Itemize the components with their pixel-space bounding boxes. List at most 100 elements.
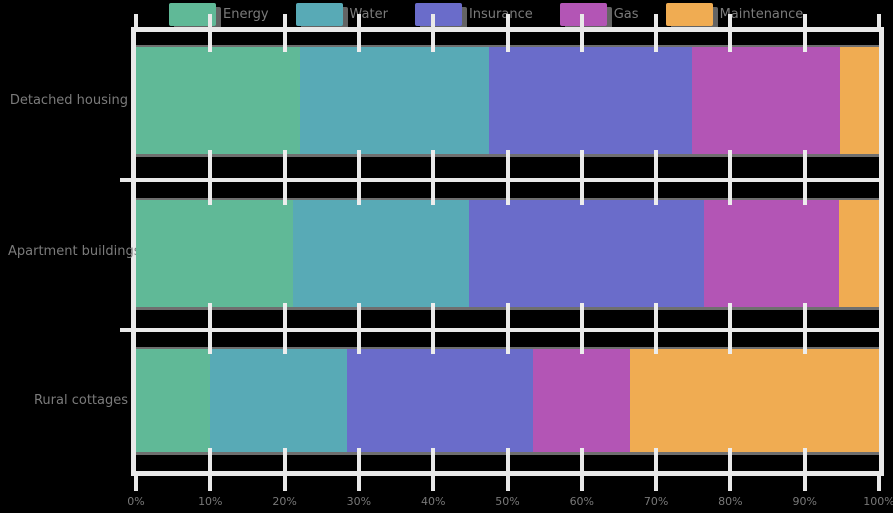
axis-tick (134, 14, 138, 27)
axis-tick (134, 476, 138, 491)
axis-tick (654, 150, 659, 157)
axis-tick (282, 347, 287, 354)
bar-segment-water (292, 200, 469, 307)
legend-item: Gas (559, 3, 639, 26)
bar-segment-maintenance (838, 200, 879, 307)
axis-tick (877, 476, 881, 491)
bar-segment-energy (136, 200, 293, 307)
axis-tick (802, 347, 807, 354)
legend-label: Insurance (468, 7, 533, 22)
axis-tick (282, 303, 287, 310)
axis-tick (728, 150, 733, 157)
axis-tick (120, 178, 131, 182)
axis-tick (579, 303, 584, 310)
bar-segment-gas (704, 200, 839, 307)
axis-tick (431, 347, 436, 354)
gridline (136, 328, 879, 332)
axis-tick (654, 14, 659, 27)
x-tick-label: 90% (792, 495, 817, 508)
axis-tick (208, 347, 213, 354)
axis-tick (728, 45, 733, 52)
axis-tick (654, 448, 659, 455)
axis-tick (728, 14, 733, 27)
axis-tick (654, 45, 659, 52)
axis-tick (431, 476, 436, 491)
x-tick-label: 60% (569, 495, 595, 508)
axis-tick (505, 150, 510, 157)
axis-tick (356, 198, 361, 205)
axis-tick (356, 303, 361, 310)
legend-swatch-maintenance (665, 3, 713, 26)
x-tick-label: 80% (718, 495, 743, 508)
axis-tick (356, 476, 361, 491)
axis-tick (505, 347, 510, 354)
axis-tick (728, 347, 733, 354)
axis-tick (654, 198, 659, 205)
axis-tick (728, 476, 733, 491)
bar-segment-energy (136, 47, 301, 154)
axis-tick (802, 303, 807, 310)
axis-tick (579, 476, 584, 491)
axis-tick (208, 198, 213, 205)
x-tick-label: 70% (643, 495, 669, 508)
axis-tick (802, 448, 807, 455)
bar-segment-maintenance (839, 47, 879, 154)
x-tick-label: 20% (272, 495, 297, 508)
y-axis-category-label: Apartment buildings (8, 244, 141, 259)
axis-tick (802, 476, 807, 491)
axis-tick (579, 14, 584, 27)
bar-segment-insurance (347, 349, 533, 452)
legend-item: Maintenance (665, 3, 803, 26)
axis-tick (356, 150, 361, 157)
x-tick-label: 0% (127, 495, 145, 508)
axis-tick (505, 198, 510, 205)
axis-tick (282, 448, 287, 455)
y-axis-category-label: Rural cottages (33, 393, 128, 408)
x-tick-label: 40% (420, 495, 446, 508)
legend-item: Water (295, 3, 388, 26)
legend-swatch-water (295, 3, 343, 26)
axis-tick (505, 476, 510, 491)
axis-tick (505, 45, 510, 52)
axis-tick (579, 198, 584, 205)
x-tick-label: 10% (198, 495, 223, 508)
plot-area (131, 27, 884, 476)
axis-tick (579, 347, 584, 354)
bar-row (136, 198, 879, 310)
axis-tick (208, 476, 213, 491)
axis-tick (877, 14, 881, 27)
axis-tick (431, 303, 436, 310)
legend-label: Gas (613, 7, 639, 22)
axis-tick (356, 45, 361, 52)
axis-tick (356, 347, 361, 354)
axis-tick (356, 14, 361, 27)
axis-tick (802, 14, 807, 27)
bar-row (136, 347, 879, 455)
axis-tick (431, 14, 436, 27)
bar-segment-gas (532, 349, 631, 452)
axis-tick (728, 303, 733, 310)
x-tick-label: 50% (495, 495, 520, 508)
axis-tick (654, 303, 659, 310)
bar-segment-insurance (488, 47, 693, 154)
legend-swatch-energy (169, 3, 216, 26)
bar-segment-maintenance (630, 349, 879, 452)
axis-tick (579, 45, 584, 52)
axis-tick (120, 328, 131, 332)
axis-tick (431, 150, 436, 157)
axis-tick (208, 14, 213, 27)
bar-segment-gas (692, 47, 840, 154)
legend-label: Energy (223, 7, 269, 22)
axis-tick (282, 198, 287, 205)
axis-tick (579, 150, 584, 157)
gridline (136, 178, 879, 182)
axis-tick (431, 45, 436, 52)
legend-label: Water (349, 7, 388, 22)
bar-segment-water (300, 47, 489, 154)
legend-item: Energy (169, 3, 269, 26)
axis-tick (208, 150, 213, 157)
axis-tick (802, 198, 807, 205)
axis-tick (505, 14, 510, 27)
legend-item: Insurance (414, 3, 533, 26)
